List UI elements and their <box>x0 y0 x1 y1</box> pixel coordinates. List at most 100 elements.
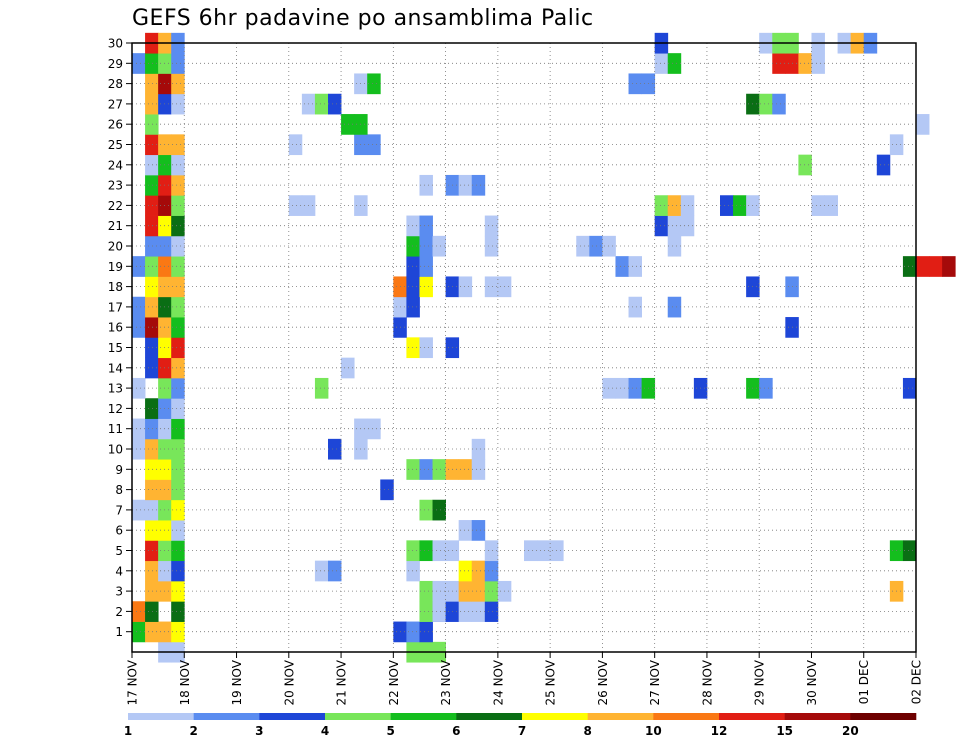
data-cell <box>171 540 185 562</box>
data-cell <box>145 540 159 562</box>
data-cell <box>367 134 381 156</box>
data-cell <box>654 53 669 74</box>
data-cell <box>341 357 355 379</box>
data-cell <box>314 377 329 399</box>
data-cell <box>471 560 486 582</box>
x-tick-label: 18 NOV <box>178 659 192 705</box>
x-tick-label: 02 DEC <box>910 660 924 704</box>
data-cell <box>419 621 433 643</box>
data-cell <box>432 459 446 480</box>
data-cell <box>406 256 420 277</box>
colorbar-segment <box>719 713 785 720</box>
colorbar-segment <box>784 713 851 720</box>
data-cell <box>288 195 303 216</box>
y-tick-label: 28 <box>108 77 123 91</box>
y-tick-label: 13 <box>108 382 123 396</box>
y-tick-label: 5 <box>115 544 123 558</box>
y-tick-label: 18 <box>108 280 123 294</box>
data-cell <box>145 398 159 419</box>
data-cell <box>145 174 159 196</box>
colorbar-label: 2 <box>189 724 197 738</box>
data-cell <box>471 459 486 480</box>
colorbar-segment <box>390 713 457 720</box>
colorbar-label: 20 <box>842 724 859 738</box>
y-tick-label: 4 <box>115 564 123 578</box>
data-cell <box>484 276 499 298</box>
data-cell <box>145 73 159 95</box>
data-cell <box>824 195 838 216</box>
x-tick-label: 23 NOV <box>439 659 453 705</box>
data-cell <box>145 337 159 359</box>
data-cell <box>132 621 146 643</box>
data-cell <box>171 154 185 176</box>
data-cell <box>145 154 159 176</box>
x-tick-label: 28 NOV <box>700 659 714 705</box>
data-cell <box>419 235 433 257</box>
data-cell <box>132 601 146 622</box>
data-cell <box>876 154 891 176</box>
data-cell <box>432 499 446 521</box>
data-cell <box>419 499 433 521</box>
data-cell <box>916 256 930 277</box>
data-cell <box>171 256 185 277</box>
y-tick-label: 27 <box>108 97 123 111</box>
data-cell <box>458 580 473 602</box>
data-cell <box>602 235 616 257</box>
data-cell <box>171 357 185 379</box>
data-cell <box>628 296 642 318</box>
data-cell <box>145 357 159 379</box>
y-tick-label: 15 <box>108 341 123 355</box>
data-cell <box>145 418 159 440</box>
data-cell <box>171 459 185 480</box>
data-cell <box>171 499 185 521</box>
data-cell <box>458 174 473 196</box>
data-cell <box>145 560 159 582</box>
data-cell <box>367 418 381 440</box>
data-cell <box>171 479 185 501</box>
colorbar: 1 2 3 4 5 6 7 8 10 12 15 20 <box>124 713 917 738</box>
x-tick-label: 25 NOV <box>544 659 558 705</box>
data-cell <box>171 337 185 359</box>
data-cell <box>171 93 185 115</box>
y-tick-label: 14 <box>108 361 123 375</box>
data-cell <box>145 296 159 318</box>
data-cell <box>419 337 433 359</box>
data-cell <box>406 215 420 237</box>
colorbar-label: 4 <box>321 724 329 738</box>
y-tick-label: 26 <box>108 118 123 132</box>
data-cell <box>419 276 433 298</box>
data-cell <box>171 73 185 95</box>
data-cell <box>145 580 159 602</box>
data-cell <box>654 215 669 237</box>
x-tick-label: 01 DEC <box>857 660 871 704</box>
data-cell <box>171 53 185 74</box>
colorbar-label: 7 <box>518 724 526 738</box>
data-cell <box>667 215 682 237</box>
y-tick-label: 12 <box>108 402 123 416</box>
data-cell <box>419 580 433 602</box>
data-cell <box>145 459 159 480</box>
x-tick-label: 27 NOV <box>648 659 662 705</box>
data-cell <box>432 601 446 622</box>
data-cell <box>132 53 146 74</box>
data-cell <box>576 235 590 257</box>
colorbar-label: 5 <box>386 724 394 738</box>
data-cell <box>902 540 917 562</box>
data-cell <box>419 215 433 237</box>
x-tick-label: 21 NOV <box>335 659 349 705</box>
data-cell <box>667 53 682 74</box>
colorbar-segment <box>325 713 391 720</box>
data-cell <box>145 134 159 156</box>
data-cell <box>419 256 433 277</box>
data-cell <box>367 73 381 95</box>
data-cell <box>171 398 185 419</box>
colorbar-label: 10 <box>645 724 662 738</box>
colorbar-segment <box>456 713 523 720</box>
data-cell <box>406 337 420 359</box>
data-cell <box>471 174 486 196</box>
data-cell <box>811 195 825 216</box>
colorbar-label: 1 <box>124 724 132 738</box>
data-cell <box>314 93 329 115</box>
data-cell <box>667 235 682 257</box>
data-cell <box>916 114 930 135</box>
